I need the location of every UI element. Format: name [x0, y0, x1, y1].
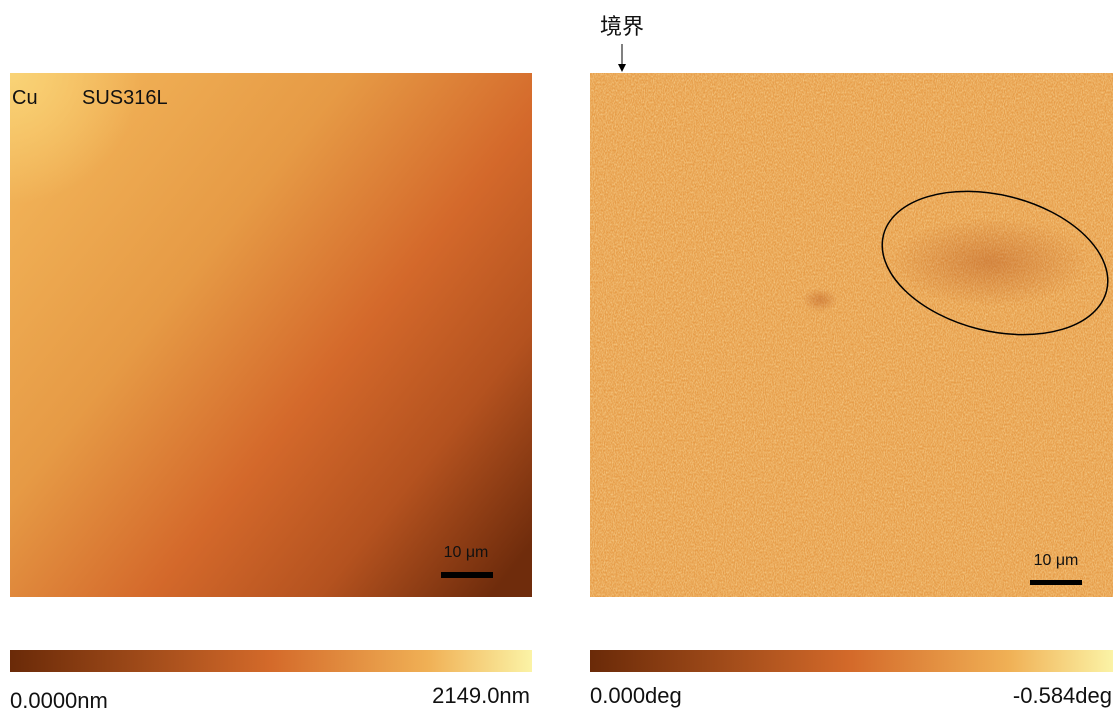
scale-bar-label: 10 μm	[1034, 552, 1079, 569]
colorbar	[590, 650, 1113, 672]
colorbar	[10, 650, 532, 672]
scale-bar	[1030, 580, 1082, 585]
boundary-label: 境界	[600, 14, 644, 39]
phase-panel: 境界 10 μm 0.000deg -0.584deg	[590, 14, 1120, 708]
scale-bar	[441, 572, 493, 578]
image-highlight	[10, 73, 532, 597]
dark-region	[890, 217, 1090, 307]
colorbar-min-label: 0.0000nm	[10, 688, 108, 713]
material-label: Cu	[12, 87, 38, 109]
scale-bar-label: 10 μm	[444, 544, 489, 561]
topography-panel: Cu SUS316L 10 μm 0.0000nm 2149.0nm	[10, 73, 532, 713]
colorbar-max-label: -0.584deg	[1013, 683, 1112, 708]
figure: Cu SUS316L 10 μm 0.0000nm 2149.0nm 境界 10…	[0, 0, 1120, 718]
dark-spot	[802, 288, 838, 312]
material-label: SUS316L	[82, 87, 168, 109]
arrow-head	[618, 64, 626, 72]
colorbar-min-label: 0.000deg	[590, 683, 682, 708]
colorbar-max-label: 2149.0nm	[432, 683, 530, 708]
